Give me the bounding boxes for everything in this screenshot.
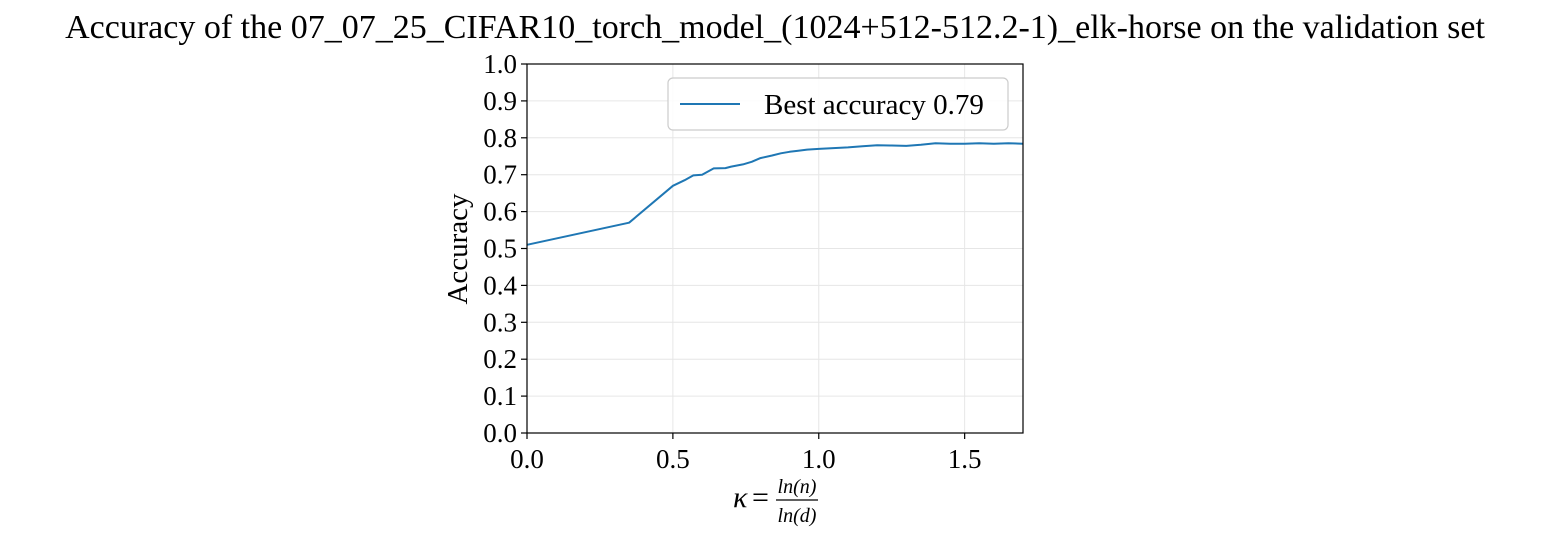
y-tick-label: 1.0 bbox=[483, 49, 517, 79]
y-tick-label: 0.0 bbox=[483, 418, 517, 448]
x-axis-label-denominator: ln(d) bbox=[778, 505, 817, 527]
y-tick-label: 0.9 bbox=[483, 86, 517, 116]
legend-box bbox=[667, 77, 1009, 131]
x-axis-label: κ = ln(n) ln(d) bbox=[733, 476, 818, 527]
y-tick-label: 0.8 bbox=[483, 123, 517, 153]
legend-entry-label: Best accuracy 0.79 bbox=[764, 89, 984, 121]
chart-title: Accuracy of the 07_07_25_CIFAR10_torch_m… bbox=[65, 9, 1485, 46]
y-tick-label: 0.4 bbox=[483, 270, 517, 300]
series-layer bbox=[526, 142, 1024, 246]
x-tick-label: 1.0 bbox=[802, 444, 836, 474]
y-tick-label: 0.1 bbox=[483, 381, 517, 411]
x-tick-label: 1.5 bbox=[948, 444, 982, 474]
y-tick-label: 0.5 bbox=[483, 234, 517, 264]
x-tick-label: 0.5 bbox=[656, 444, 690, 474]
tick-layer: 0.0 0.1 0.2 0.3 0.4 0.5 0.6 0.7 0.8 0.9 1.0 0.0 0.5 1… bbox=[483, 49, 981, 474]
legend: Best accuracy 0.79 bbox=[667, 77, 1009, 131]
y-tick-label: 0.6 bbox=[483, 197, 517, 227]
y-tick-label: 0.7 bbox=[483, 160, 517, 190]
x-tick-label: 0.0 bbox=[510, 444, 544, 474]
x-axis-label-equals: = bbox=[752, 481, 769, 514]
series-line bbox=[526, 142, 1024, 246]
x-axis-label-numerator: ln(n) bbox=[778, 476, 817, 498]
x-axis-label-symbol: κ bbox=[733, 481, 748, 514]
y-tick-label: 0.3 bbox=[483, 307, 517, 337]
y-tick-label: 0.2 bbox=[483, 344, 517, 374]
y-axis-label: Accuracy bbox=[442, 193, 474, 305]
